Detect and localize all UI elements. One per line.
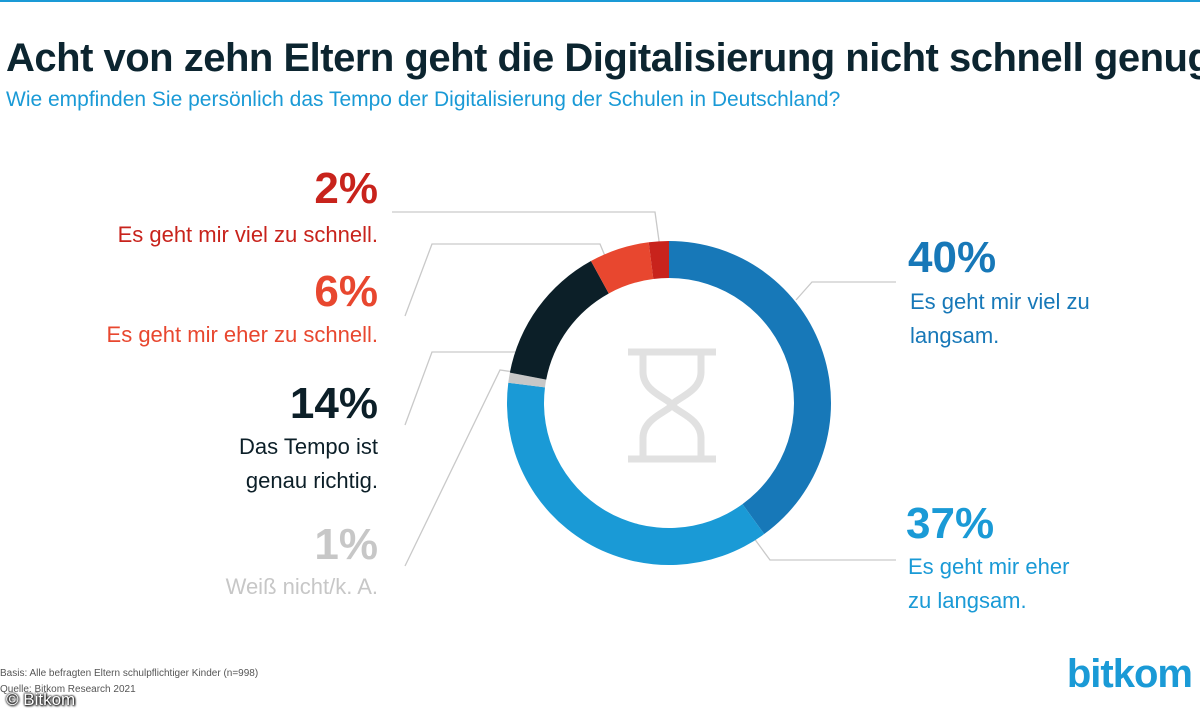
leader-viel-zu-langsam <box>795 281 896 301</box>
leader-weiss-nicht <box>404 369 515 567</box>
slice-1-percent: 1% <box>314 520 378 569</box>
slice-37-label-line2: zu langsam. <box>908 588 1027 613</box>
slice-14-label-line2: genau richtig. <box>245 468 378 493</box>
footnote-source: Quelle: Bitkom Research 2021 <box>0 684 136 695</box>
slice-37-label-line1: Es geht mir eher <box>908 554 1070 579</box>
bitkom-logo: bitkom <box>1066 652 1193 696</box>
copyright-watermark: © Bitkom <box>6 690 76 709</box>
slice-37-percent: 37% <box>906 499 995 548</box>
chart-subtitle: Wie empfinden Sie persönlich das Tempo d… <box>6 88 841 111</box>
slice-genau_richtig <box>509 261 609 380</box>
footnote-basis: Basis: Alle befragten Eltern schulpflich… <box>0 668 259 679</box>
slice-2-label: Es geht mir viel zu schnell. <box>117 222 378 247</box>
slice-14-label-line1: Das Tempo ist <box>239 434 378 459</box>
slice-6-percent: 6% <box>314 267 378 316</box>
chart-title: Acht von zehn Eltern geht die Digitalisi… <box>6 36 1200 80</box>
top-accent-line <box>0 0 1200 2</box>
slice-2-percent: 2% <box>314 164 378 213</box>
slice-eher_zu_schnell <box>590 242 654 294</box>
slice-40-label-line2: langsam. <box>910 323 1000 348</box>
slice-40-label-line1: Es geht mir viel zu <box>910 289 1090 314</box>
slice-6-label: Es geht mir eher zu schnell. <box>106 322 378 347</box>
slice-40-percent: 40% <box>908 233 997 282</box>
slice-viel_zu_langsam <box>669 241 831 535</box>
slice-1-label: Weiß nicht/k. A. <box>225 574 378 599</box>
leader-viel-zu-schnell <box>392 211 661 249</box>
hourglass-icon <box>628 348 716 463</box>
slice-eher_zu_langsam <box>506 382 765 565</box>
slice-viel_zu_schnell <box>648 241 669 279</box>
leader-eher-zu-langsam <box>747 529 896 561</box>
slice-14-percent: 14% <box>289 379 378 428</box>
slice-weiss_nicht <box>508 372 547 388</box>
